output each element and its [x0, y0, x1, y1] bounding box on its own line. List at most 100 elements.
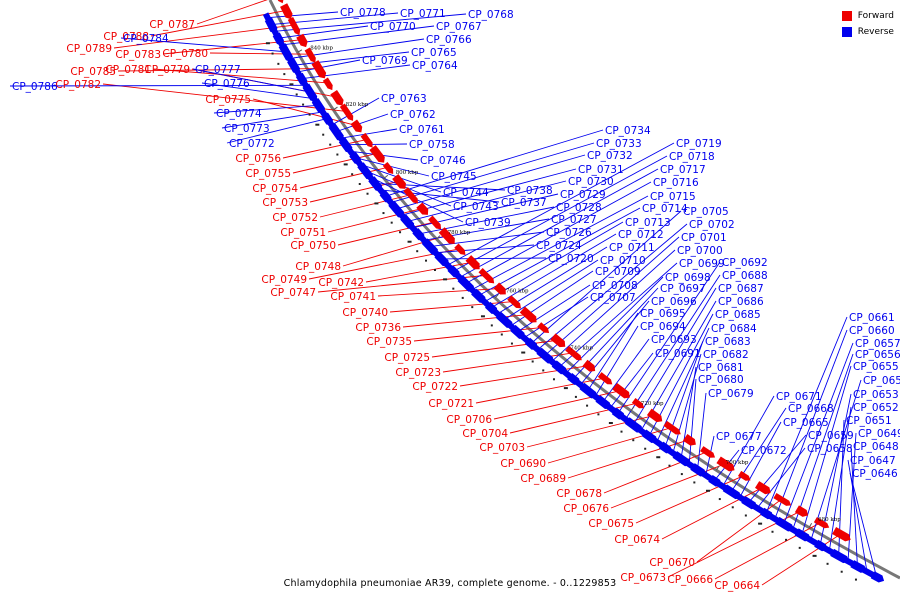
gene-label[interactable]: CP_0698 — [665, 272, 711, 284]
gene-label[interactable]: CP_0684 — [711, 323, 757, 335]
gene-cp-0723[interactable] — [565, 345, 582, 361]
gene-label[interactable]: CP_0688 — [722, 270, 768, 282]
gene-label[interactable]: CP_0753 — [262, 197, 308, 209]
gene-label[interactable]: CP_0689 — [520, 473, 566, 485]
gene-label[interactable]: CP_0676 — [563, 503, 609, 515]
gene-label[interactable]: CP_0733 — [596, 138, 642, 150]
gene-label[interactable]: CP_0761 — [399, 124, 445, 136]
gene-label[interactable]: CP_0679 — [708, 388, 754, 400]
gene-label[interactable]: CP_0763 — [381, 93, 427, 105]
gene-cp-0736[interactable] — [519, 306, 537, 323]
gene-label[interactable]: CP_0670 — [649, 557, 695, 569]
gene-label[interactable]: CP_0717 — [660, 164, 706, 176]
gene-cp-0670[interactable] — [773, 492, 792, 506]
gene-cp-0747[interactable] — [478, 267, 495, 284]
gene-cp-0666[interactable] — [813, 517, 830, 529]
gene-label[interactable]: CP_0778 — [340, 7, 386, 19]
gene-label[interactable]: CP_0692 — [722, 257, 768, 269]
gene-label[interactable]: CP_0783 — [115, 49, 161, 61]
gene-label[interactable]: CP_0664 — [714, 580, 760, 592]
gene-label[interactable]: CP_0709 — [595, 266, 641, 278]
gene-label[interactable]: CP_0666 — [667, 574, 713, 586]
gene-label[interactable]: CP_0668 — [788, 403, 834, 415]
gene-label[interactable]: CP_0655 — [853, 361, 899, 373]
gene-label[interactable]: CP_0656 — [855, 349, 900, 361]
gene-cp-0749[interactable] — [454, 243, 466, 255]
gene-label[interactable]: CP_0772 — [229, 138, 275, 150]
gene-label[interactable]: CP_0747 — [270, 287, 316, 299]
gene-cp-0754[interactable] — [382, 161, 394, 175]
gene-label[interactable]: CP_0785 — [70, 66, 116, 78]
gene-label[interactable]: CP_0771 — [400, 8, 446, 20]
gene-label[interactable]: CP_0719 — [676, 138, 722, 150]
gene-label[interactable]: CP_0714 — [642, 203, 688, 215]
gene-label[interactable]: CP_0718 — [669, 151, 715, 163]
gene-cp-0735[interactable] — [537, 322, 550, 334]
gene-label[interactable]: CP_0773 — [224, 123, 270, 135]
gene-label[interactable]: CP_0739 — [465, 217, 511, 229]
gene-label[interactable]: CP_0665 — [783, 417, 829, 429]
gene-cp-0690[interactable] — [663, 420, 681, 435]
gene-label[interactable]: CP_0646 — [852, 468, 898, 480]
gene-label[interactable]: CP_0720 — [548, 253, 594, 265]
gene-cp-0740[interactable] — [507, 295, 522, 309]
gene-cp-0706[interactable] — [612, 382, 630, 399]
gene-label[interactable]: CP_0721 — [428, 398, 474, 410]
gene-label[interactable]: CP_0690 — [500, 458, 546, 470]
gene-label[interactable]: CP_0687 — [718, 283, 764, 295]
gene-label[interactable]: CP_0673 — [620, 572, 666, 584]
gene-label[interactable]: CP_0677 — [716, 431, 762, 443]
gene-label[interactable]: CP_0660 — [849, 325, 895, 337]
gene-label[interactable]: CP_0758 — [409, 139, 455, 151]
gene-label[interactable]: CP_0699 — [679, 258, 725, 270]
gene-label[interactable]: CP_0654 — [863, 375, 900, 387]
gene-cp-0647[interactable] — [858, 565, 878, 578]
gene-cp-0646[interactable] — [870, 571, 885, 583]
gene-cp-0779[interactable] — [330, 90, 344, 106]
gene-label[interactable]: CP_0762 — [390, 109, 436, 121]
gene-cp-0725[interactable] — [550, 333, 566, 348]
gene-cp-0722[interactable] — [582, 359, 596, 372]
gene-label[interactable]: CP_0728 — [556, 202, 602, 214]
gene-cp-0664[interactable] — [832, 527, 851, 542]
gene-cp-0742[interactable] — [465, 255, 480, 270]
gene-label[interactable]: CP_0724 — [536, 240, 582, 252]
gene-label[interactable]: CP_0744 — [443, 187, 489, 199]
gene-label[interactable]: CP_0712 — [618, 229, 664, 241]
gene-label[interactable]: CP_0716 — [653, 177, 699, 189]
gene-cp-0721[interactable] — [597, 372, 613, 385]
gene-label[interactable]: CP_0727 — [551, 214, 597, 226]
gene-label[interactable]: CP_0703 — [479, 442, 525, 454]
gene-label[interactable]: CP_0659 — [808, 430, 854, 442]
gene-label[interactable]: CP_0652 — [853, 402, 899, 414]
gene-label[interactable]: CP_0754 — [252, 183, 298, 195]
gene-label[interactable]: CP_0738 — [507, 185, 553, 197]
gene-label[interactable]: CP_0765 — [411, 47, 457, 59]
gene-label[interactable]: CP_0678 — [556, 488, 602, 500]
gene-label[interactable]: CP_0784 — [123, 33, 169, 45]
gene-cp-0789[interactable] — [287, 17, 301, 36]
gene-label[interactable]: CP_0735 — [366, 336, 412, 348]
gene-cp-0788[interactable] — [280, 3, 293, 20]
gene-label[interactable]: CP_0755 — [245, 168, 291, 180]
gene-cp-0673[interactable] — [794, 505, 809, 517]
gene-label[interactable]: CP_0708 — [592, 280, 638, 292]
gene-cp-0748[interactable] — [438, 227, 455, 244]
gene-label[interactable]: CP_0736 — [355, 322, 401, 334]
gene-label[interactable]: CP_0777 — [195, 64, 241, 76]
gene-label[interactable]: CP_0722 — [412, 381, 458, 393]
gene-label[interactable]: CP_0725 — [384, 352, 430, 364]
gene-cp-0783[interactable] — [296, 33, 308, 48]
gene-label[interactable]: CP_0731 — [578, 164, 624, 176]
gene-label[interactable]: CP_0686 — [718, 296, 764, 308]
gene-label[interactable]: CP_0683 — [705, 336, 751, 348]
gene-label[interactable]: CP_0675 — [588, 518, 634, 530]
gene-label[interactable]: CP_0647 — [850, 455, 896, 467]
gene-label[interactable]: CP_0775 — [205, 94, 251, 106]
gene-label[interactable]: CP_0740 — [342, 307, 388, 319]
gene-cp-0676[interactable] — [716, 456, 735, 472]
gene-cp-0782[interactable] — [339, 103, 354, 121]
gene-label[interactable]: CP_0658 — [807, 443, 853, 455]
gene-label[interactable]: CP_0787 — [149, 19, 195, 31]
gene-label[interactable]: CP_0723 — [395, 367, 441, 379]
